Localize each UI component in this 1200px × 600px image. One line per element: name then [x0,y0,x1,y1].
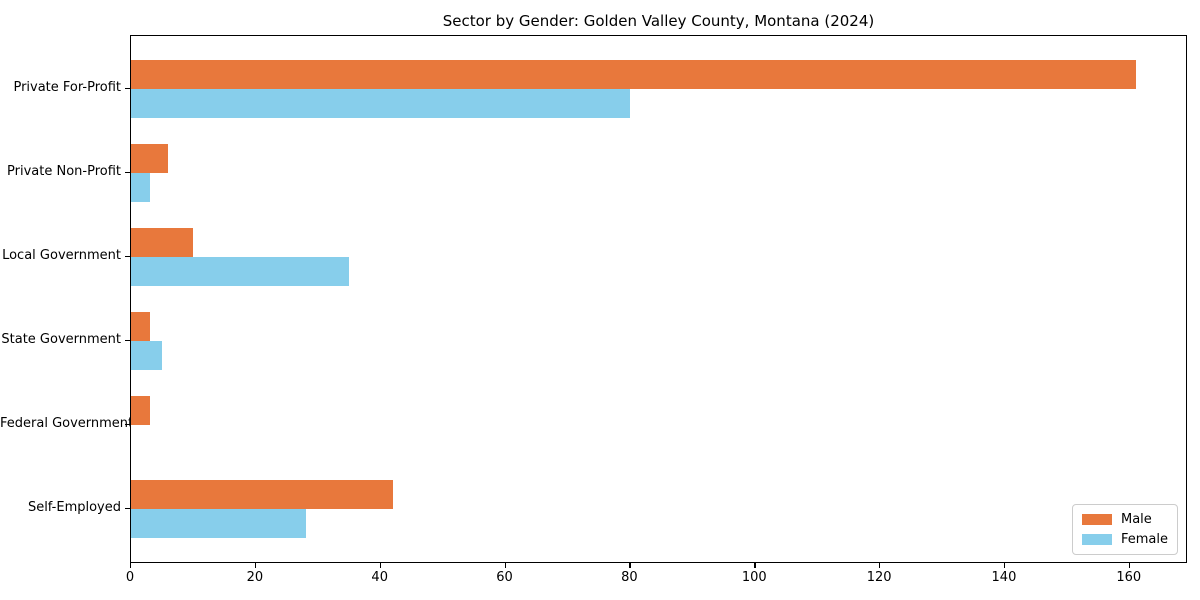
chart-title: Sector by Gender: Golden Valley County, … [442,12,875,30]
x-tick-label: 80 [621,570,638,585]
legend-row-female: Female [1081,532,1168,547]
bar-female-private-non-profit [131,173,150,202]
female-series-swatch-icon [1081,534,1112,545]
y-tick-mark [125,87,130,89]
x-tick-label: 100 [741,570,767,585]
y-tick-label: Private Non-Profit [7,164,121,179]
bar-male-state-government [131,312,150,341]
y-tick-label: Private For-Profit [13,80,121,95]
bar-male-federal-government [131,396,150,425]
bar-male-local-government [131,228,194,257]
bar-male-self-employed [131,480,394,509]
x-tick-label: 140 [991,570,1017,585]
x-tick-mark [879,563,881,568]
x-tick-mark [504,563,506,568]
y-tick-mark [125,255,130,257]
bar-female-private-for-profit [131,89,631,118]
bar-male-private-non-profit [131,144,169,173]
y-tick-mark [125,507,130,509]
y-tick-mark [125,171,130,173]
bar-male-private-for-profit [131,60,1137,89]
y-tick-label: Self-Employed [27,500,121,515]
y-tick-mark [125,423,130,425]
x-tick-mark [1128,563,1131,568]
legend-label-male: Male [1120,512,1152,527]
y-tick-mark [125,339,130,341]
x-tick-label: 160 [1116,570,1142,585]
bar-female-state-government [131,341,163,370]
y-tick-label: Federal Government [0,416,134,431]
x-tick-label: 120 [866,570,892,585]
legend-row-male: Male [1081,512,1168,527]
bar-female-local-government [131,257,350,286]
legend-label-female: Female [1120,532,1168,547]
x-tick-label: 40 [371,570,388,585]
x-tick-mark [254,563,257,568]
y-tick-label: State Government [1,332,121,347]
bar-female-self-employed [131,509,306,538]
x-tick-mark [379,563,381,568]
x-tick-mark [1003,563,1006,568]
male-series-swatch-icon [1081,514,1112,525]
x-tick-mark [629,563,631,568]
x-tick-label: 20 [246,570,264,585]
plot-area: Male Female [130,35,1187,563]
x-tick-mark [754,563,756,568]
x-tick-mark [130,563,132,568]
legend: Male Female [1071,504,1178,555]
x-tick-label: 60 [496,570,513,585]
x-tick-label: 0 [125,570,135,585]
y-tick-label: Local Government [2,248,121,263]
